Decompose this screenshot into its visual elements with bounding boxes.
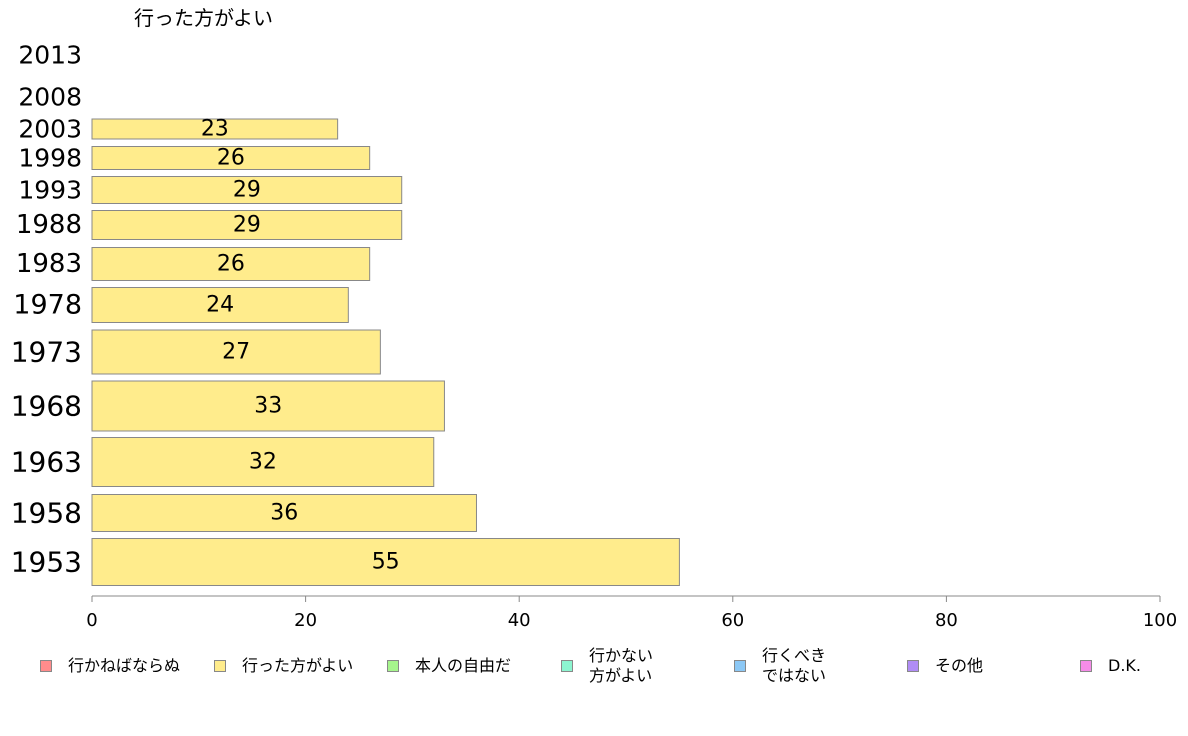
legend-label: 行くべき ではない (762, 646, 827, 685)
legend-label: その他 (935, 656, 984, 675)
y-tick-label: 2003 (18, 115, 82, 144)
bar (91, 538, 680, 586)
data-label: 26 (217, 146, 245, 171)
legend: 行かねばならぬ 行った方がよい 本人の自由だ 行かない 方がよい 行くべき ではない その… (0, 646, 1188, 696)
x-tick-label: 60 (721, 610, 744, 631)
legend-swatch (214, 660, 226, 672)
legend-swatch (734, 660, 746, 672)
legend-item: その他 (907, 656, 983, 676)
data-label: 33 (254, 394, 282, 419)
legend-swatch (1080, 660, 1092, 672)
x-tick-label: 20 (294, 610, 317, 631)
data-label: 29 (233, 213, 261, 238)
bar (91, 247, 371, 281)
data-label: 32 (249, 450, 277, 475)
y-tick-label: 1968 (11, 390, 82, 423)
bar (91, 176, 403, 204)
y-tick-label: 1998 (18, 144, 82, 173)
legend-swatch (561, 660, 573, 672)
legend-item: D.K. (1080, 656, 1141, 676)
bar (91, 437, 435, 487)
legend-item: 行かない 方がよい (561, 646, 653, 686)
data-label: 26 (217, 252, 245, 277)
bar (91, 494, 477, 532)
bar (91, 210, 403, 240)
y-tick-label: 1953 (11, 546, 82, 579)
x-tick-label: 0 (86, 610, 97, 631)
data-label: 24 (206, 293, 234, 318)
x-tick-label: 100 (1143, 610, 1177, 631)
legend-item: 本人の自由だ (387, 656, 511, 676)
y-tick-label: 1958 (11, 497, 82, 530)
legend-swatch (387, 660, 399, 672)
data-label: 36 (270, 501, 298, 526)
legend-item: 行かねばならぬ (40, 656, 180, 676)
bar (91, 118, 339, 140)
bar (91, 329, 381, 375)
y-tick-label: 2008 (18, 83, 82, 112)
y-tick-label: 2013 (18, 41, 82, 70)
legend-swatch (907, 660, 919, 672)
y-tick-label: 1978 (13, 290, 82, 321)
bar (91, 380, 445, 432)
x-tick-label: 80 (935, 610, 958, 631)
chart-title: 行った方がよい (134, 6, 273, 30)
y-tick-label: 1993 (18, 176, 82, 205)
legend-label: 行かない 方がよい (589, 646, 654, 685)
legend-label: 行った方がよい (242, 656, 354, 675)
bar (91, 287, 349, 323)
y-tick-label: 1963 (11, 446, 82, 479)
bar (91, 146, 371, 170)
legend-item: 行った方がよい (214, 656, 353, 676)
data-label: 23 (201, 117, 229, 142)
x-axis: 0 20 40 60 80 100 (86, 595, 1177, 631)
legend-label: 本人の自由だ (415, 656, 512, 675)
legend-label: D.K. (1108, 656, 1141, 675)
data-label: 27 (222, 340, 250, 365)
y-tick-label: 1988 (16, 210, 82, 240)
data-label: 29 (233, 178, 261, 203)
data-label: 55 (372, 550, 400, 575)
y-tick-label: 1973 (11, 336, 82, 369)
legend-item: 行くべき ではない (734, 646, 826, 686)
y-tick-label: 1983 (16, 249, 82, 279)
legend-label: 行かねばならぬ (68, 656, 181, 675)
bars-layer: 2013 2008 2003 23 1998 26 1993 29 1988 29 1983 26 19… (11, 41, 680, 586)
x-tick-label: 40 (508, 610, 531, 631)
legend-swatch (40, 660, 52, 672)
